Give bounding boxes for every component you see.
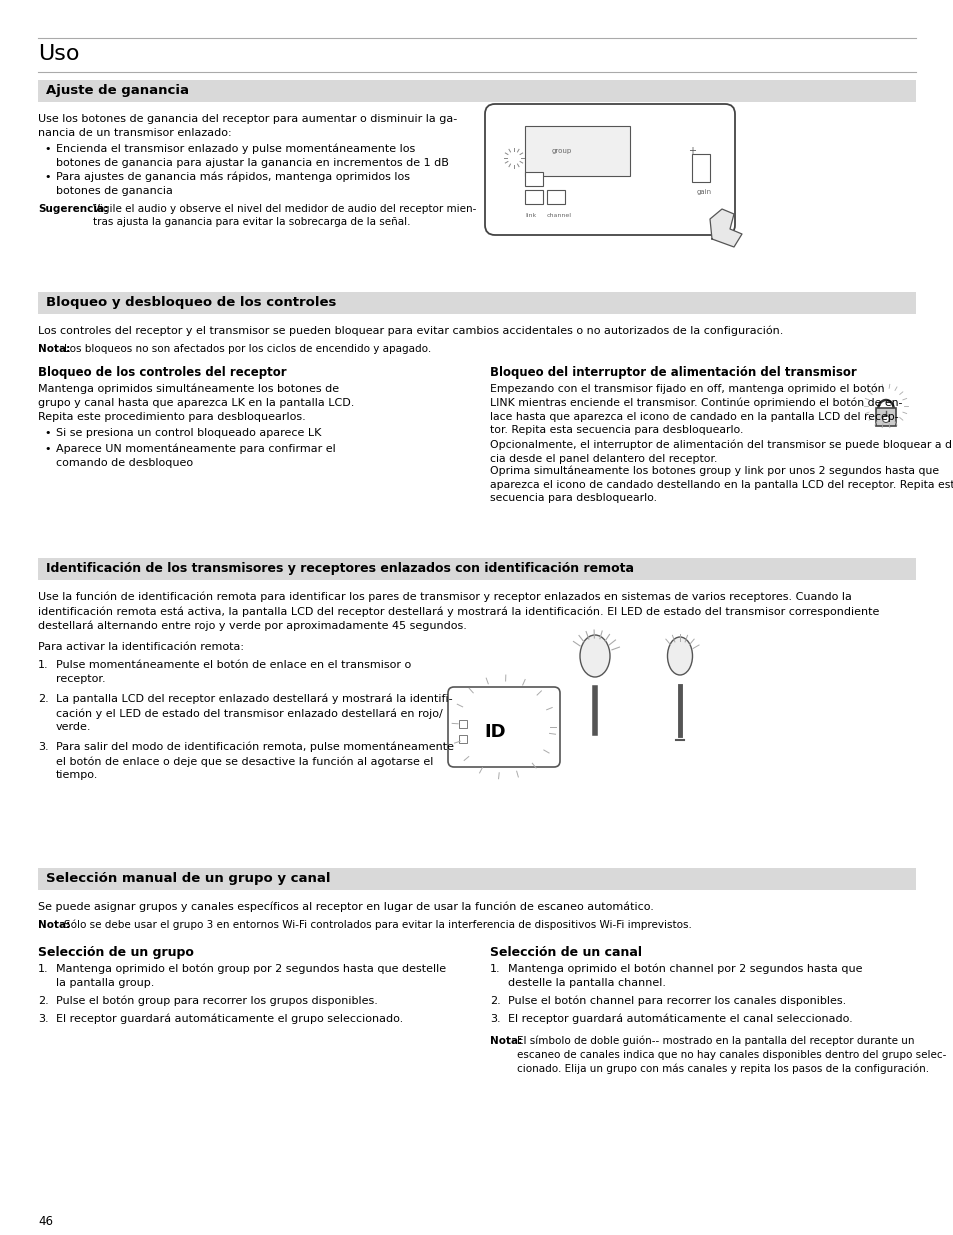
Text: Ajuste de ganancia: Ajuste de ganancia xyxy=(46,84,189,98)
Text: Vigile el audio y observe el nivel del medidor de audio del receptor mien-
tras : Vigile el audio y observe el nivel del m… xyxy=(92,204,476,227)
Text: Aparece UN momentáneamente para confirmar el
comando de desbloqueo: Aparece UN momentáneamente para confirma… xyxy=(56,445,335,468)
Text: Mantenga oprimido el botón channel por 2 segundos hasta que
destelle la pantalla: Mantenga oprimido el botón channel por 2… xyxy=(507,965,862,988)
Text: +: + xyxy=(687,146,696,156)
Text: Para ajustes de ganancia más rápidos, mantenga oprimidos los
botones de ganancia: Para ajustes de ganancia más rápidos, ma… xyxy=(56,172,410,196)
Text: El receptor guardará automáticamente el grupo seleccionado.: El receptor guardará automáticamente el … xyxy=(56,1014,403,1025)
Text: Pulse momentáneamente el botón de enlace en el transmisor o
receptor.: Pulse momentáneamente el botón de enlace… xyxy=(56,659,411,684)
FancyBboxPatch shape xyxy=(484,104,734,235)
Text: 1.: 1. xyxy=(490,965,500,974)
Text: El símbolo de doble guión-- mostrado en la pantalla del receptor durante un
esca: El símbolo de doble guión-- mostrado en … xyxy=(517,1036,945,1073)
Text: Bloqueo de los controles del receptor: Bloqueo de los controles del receptor xyxy=(38,366,286,379)
Text: group: group xyxy=(552,148,572,154)
Text: Para salir del modo de identificación remota, pulse momentáneamente
el botón de : Para salir del modo de identificación re… xyxy=(56,742,454,781)
Text: Opcionalmente, el interruptor de alimentación del transmisor se puede bloquear a: Opcionalmente, el interruptor de aliment… xyxy=(490,440,953,463)
Text: link: link xyxy=(524,212,536,219)
Text: 3.: 3. xyxy=(38,1014,49,1024)
Text: Los bloqueos no son afectados por los ciclos de encendido y apagado.: Los bloqueos no son afectados por los ci… xyxy=(64,345,431,354)
Text: Empezando con el transmisor fijado en off, mantenga oprimido el botón
LINK mient: Empezando con el transmisor fijado en of… xyxy=(490,384,902,435)
Ellipse shape xyxy=(579,635,609,677)
Text: 1.: 1. xyxy=(38,659,49,671)
Ellipse shape xyxy=(667,637,692,676)
Text: Sólo se debe usar el grupo 3 en entornos Wi-Fi controlados para evitar la interf: Sólo se debe usar el grupo 3 en entornos… xyxy=(64,920,691,930)
Text: Bloqueo y desbloqueo de los controles: Bloqueo y desbloqueo de los controles xyxy=(46,296,336,309)
Text: channel: channel xyxy=(546,212,572,219)
Text: Bloqueo del interruptor de alimentación del transmisor: Bloqueo del interruptor de alimentación … xyxy=(490,366,856,379)
Text: Use los botones de ganancia del receptor para aumentar o disminuir la ga-
nancia: Use los botones de ganancia del receptor… xyxy=(38,114,456,137)
Text: Si se presiona un control bloqueado aparece LK: Si se presiona un control bloqueado apar… xyxy=(56,429,321,438)
Text: Selección manual de un grupo y canal: Selección manual de un grupo y canal xyxy=(46,872,330,885)
Polygon shape xyxy=(709,209,741,247)
Text: 2.: 2. xyxy=(38,995,49,1007)
Bar xyxy=(458,735,467,743)
FancyBboxPatch shape xyxy=(38,291,915,314)
Text: Nota:: Nota: xyxy=(38,345,71,354)
Text: Mantenga oprimido el botón group por 2 segundos hasta que destelle
la pantalla g: Mantenga oprimido el botón group por 2 s… xyxy=(56,965,446,988)
Text: 46: 46 xyxy=(38,1215,53,1228)
Text: Los controles del receptor y el transmisor se pueden bloquear para evitar cambio: Los controles del receptor y el transmis… xyxy=(38,326,782,336)
Text: gain: gain xyxy=(697,189,711,195)
FancyBboxPatch shape xyxy=(38,80,915,103)
Bar xyxy=(546,190,564,204)
Circle shape xyxy=(882,415,888,422)
Text: El receptor guardará automáticamente el canal seleccionado.: El receptor guardará automáticamente el … xyxy=(507,1014,852,1025)
Bar xyxy=(524,172,542,186)
FancyBboxPatch shape xyxy=(38,558,915,580)
Text: •: • xyxy=(44,445,51,454)
Text: Pulse el botón channel para recorrer los canales disponibles.: Pulse el botón channel para recorrer los… xyxy=(507,995,845,1007)
Text: 2.: 2. xyxy=(490,995,500,1007)
Text: •: • xyxy=(44,429,51,438)
FancyBboxPatch shape xyxy=(38,868,915,890)
Bar xyxy=(524,126,629,177)
Text: •: • xyxy=(44,144,51,154)
FancyBboxPatch shape xyxy=(448,687,559,767)
Bar xyxy=(458,720,467,727)
Text: Encienda el transmisor enlazado y pulse momentáneamente los
botones de ganancia : Encienda el transmisor enlazado y pulse … xyxy=(56,144,449,168)
Text: Use la función de identificación remota para identificar los pares de transmisor: Use la función de identificación remota … xyxy=(38,592,879,631)
Bar xyxy=(524,190,542,204)
Text: Selección de un canal: Selección de un canal xyxy=(490,946,641,960)
Text: Uso: Uso xyxy=(38,44,79,64)
Text: Se puede asignar grupos y canales específicos al receptor en lugar de usar la fu: Se puede asignar grupos y canales especí… xyxy=(38,902,653,913)
Text: •: • xyxy=(44,172,51,182)
Text: 3.: 3. xyxy=(490,1014,500,1024)
Text: 3.: 3. xyxy=(38,742,49,752)
Text: Mantenga oprimidos simultáneamente los botones de
grupo y canal hasta que aparez: Mantenga oprimidos simultáneamente los b… xyxy=(38,384,354,421)
Text: 1.: 1. xyxy=(38,965,49,974)
Text: Nota:: Nota: xyxy=(38,920,71,930)
Text: Oprima simultáneamente los botones group y link por unos 2 segundos hasta que
ap: Oprima simultáneamente los botones group… xyxy=(490,466,953,503)
Text: ID: ID xyxy=(483,722,505,741)
Text: 2.: 2. xyxy=(38,694,49,704)
Text: Identificación de los transmisores y receptores enlazados con identificación rem: Identificación de los transmisores y rec… xyxy=(46,562,634,576)
Text: Para activar la identificación remota:: Para activar la identificación remota: xyxy=(38,642,244,652)
Text: Pulse el botón group para recorrer los grupos disponibles.: Pulse el botón group para recorrer los g… xyxy=(56,995,377,1007)
FancyBboxPatch shape xyxy=(875,408,895,426)
Text: Nota:: Nota: xyxy=(490,1036,521,1046)
Text: Selección de un grupo: Selección de un grupo xyxy=(38,946,193,960)
Text: La pantalla LCD del receptor enlazado destellará y mostrará la identifi-
cación : La pantalla LCD del receptor enlazado de… xyxy=(56,694,452,732)
Bar xyxy=(691,154,709,182)
Text: Sugerencia:: Sugerencia: xyxy=(38,204,108,214)
